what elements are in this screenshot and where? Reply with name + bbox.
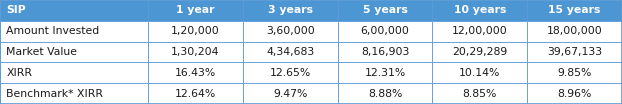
Bar (243, 62, 338, 83)
Bar (432, 83, 527, 104)
Bar (527, 21, 622, 42)
Bar (432, 62, 527, 83)
Bar (148, 83, 243, 104)
Bar (148, 42, 243, 62)
Bar (148, 0, 243, 21)
Text: 8,16,903: 8,16,903 (361, 47, 409, 57)
Text: 1 year: 1 year (176, 5, 215, 15)
Bar (527, 0, 622, 21)
Text: 8.85%: 8.85% (463, 89, 497, 99)
Bar (0, 0, 148, 21)
Text: Market Value: Market Value (6, 47, 77, 57)
Text: 15 years: 15 years (549, 5, 601, 15)
Text: 18,00,000: 18,00,000 (547, 26, 603, 36)
Text: 8.88%: 8.88% (368, 89, 402, 99)
Text: 8.96%: 8.96% (557, 89, 592, 99)
Bar (0, 42, 148, 62)
Text: 5 years: 5 years (363, 5, 407, 15)
Bar (432, 42, 527, 62)
Text: 9.47%: 9.47% (273, 89, 307, 99)
Text: Benchmark* XIRR: Benchmark* XIRR (6, 89, 103, 99)
Bar (148, 62, 243, 83)
Bar (527, 83, 622, 104)
Bar (0, 62, 148, 83)
Bar (243, 21, 338, 42)
Text: 12.31%: 12.31% (364, 68, 406, 78)
Bar (338, 42, 432, 62)
Bar (243, 0, 338, 21)
Text: 3,60,000: 3,60,000 (266, 26, 315, 36)
Text: 6,00,000: 6,00,000 (361, 26, 409, 36)
Text: 16.43%: 16.43% (175, 68, 216, 78)
Text: 3 years: 3 years (267, 5, 313, 15)
Bar (527, 62, 622, 83)
Bar (527, 42, 622, 62)
Bar (243, 83, 338, 104)
Text: SIP: SIP (6, 5, 26, 15)
Text: 10 years: 10 years (453, 5, 506, 15)
Bar (0, 21, 148, 42)
Text: 12,00,000: 12,00,000 (452, 26, 508, 36)
Text: 1,30,204: 1,30,204 (171, 47, 220, 57)
Bar (243, 42, 338, 62)
Text: 4,34,683: 4,34,683 (266, 47, 314, 57)
Bar (338, 62, 432, 83)
Bar (432, 21, 527, 42)
Bar (148, 21, 243, 42)
Text: 9.85%: 9.85% (557, 68, 592, 78)
Text: XIRR: XIRR (6, 68, 32, 78)
Bar (338, 21, 432, 42)
Text: 10.14%: 10.14% (459, 68, 501, 78)
Text: 39,67,133: 39,67,133 (547, 47, 602, 57)
Text: 12.65%: 12.65% (269, 68, 311, 78)
Text: 12.64%: 12.64% (175, 89, 216, 99)
Text: 1,20,000: 1,20,000 (171, 26, 220, 36)
Text: Amount Invested: Amount Invested (6, 26, 100, 36)
Bar (338, 83, 432, 104)
Bar (338, 0, 432, 21)
Text: 20,29,289: 20,29,289 (452, 47, 508, 57)
Bar (432, 0, 527, 21)
Bar (0, 83, 148, 104)
